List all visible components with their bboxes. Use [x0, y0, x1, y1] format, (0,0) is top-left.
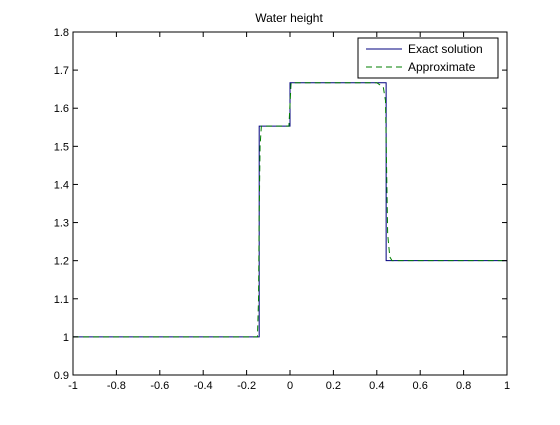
- legend-label: Approximate: [408, 60, 476, 74]
- x-tick-label: -0.4: [194, 380, 213, 392]
- plot-area: -1 -0.8 -0.6 -0.4 -0.2 0 0.2 0.4 0.6 0.8 1 0.9 1 1.1 1…: [54, 27, 510, 392]
- y-tick-label: 1.3: [54, 218, 69, 230]
- chart-title: Water height: [255, 11, 323, 25]
- y-tick-label: 1.7: [54, 65, 69, 77]
- y-tick-label: 1.1: [54, 294, 69, 306]
- series-line-approximate: [73, 82, 507, 338]
- x-tick-label: 1: [504, 380, 510, 392]
- x-tick-label: 0.8: [456, 380, 471, 392]
- x-tick-label: 0: [287, 380, 293, 392]
- legend-box: [357, 37, 499, 79]
- y-tick-label: 1.6: [54, 103, 69, 115]
- legend: Exact solution Approximate: [357, 37, 499, 79]
- x-tick-label: -0.6: [150, 380, 169, 392]
- y-tick-label: 1.5: [54, 141, 69, 153]
- x-tick-label: -0.8: [107, 380, 126, 392]
- y-tick-label: 1: [63, 332, 69, 344]
- x-tick-label: -1: [68, 380, 78, 392]
- x-tick-label: 0.6: [413, 380, 428, 392]
- x-tick-label: 0.2: [326, 380, 341, 392]
- x-tick-label: -0.2: [237, 380, 256, 392]
- y-tick-label: 1.8: [54, 27, 69, 39]
- x-tick-label: 0.4: [369, 380, 384, 392]
- y-tick-label: 0.9: [54, 370, 69, 382]
- legend-label: Exact solution: [408, 42, 483, 56]
- y-tick-label: 1.2: [54, 256, 69, 268]
- y-tick-label: 1.4: [54, 179, 69, 191]
